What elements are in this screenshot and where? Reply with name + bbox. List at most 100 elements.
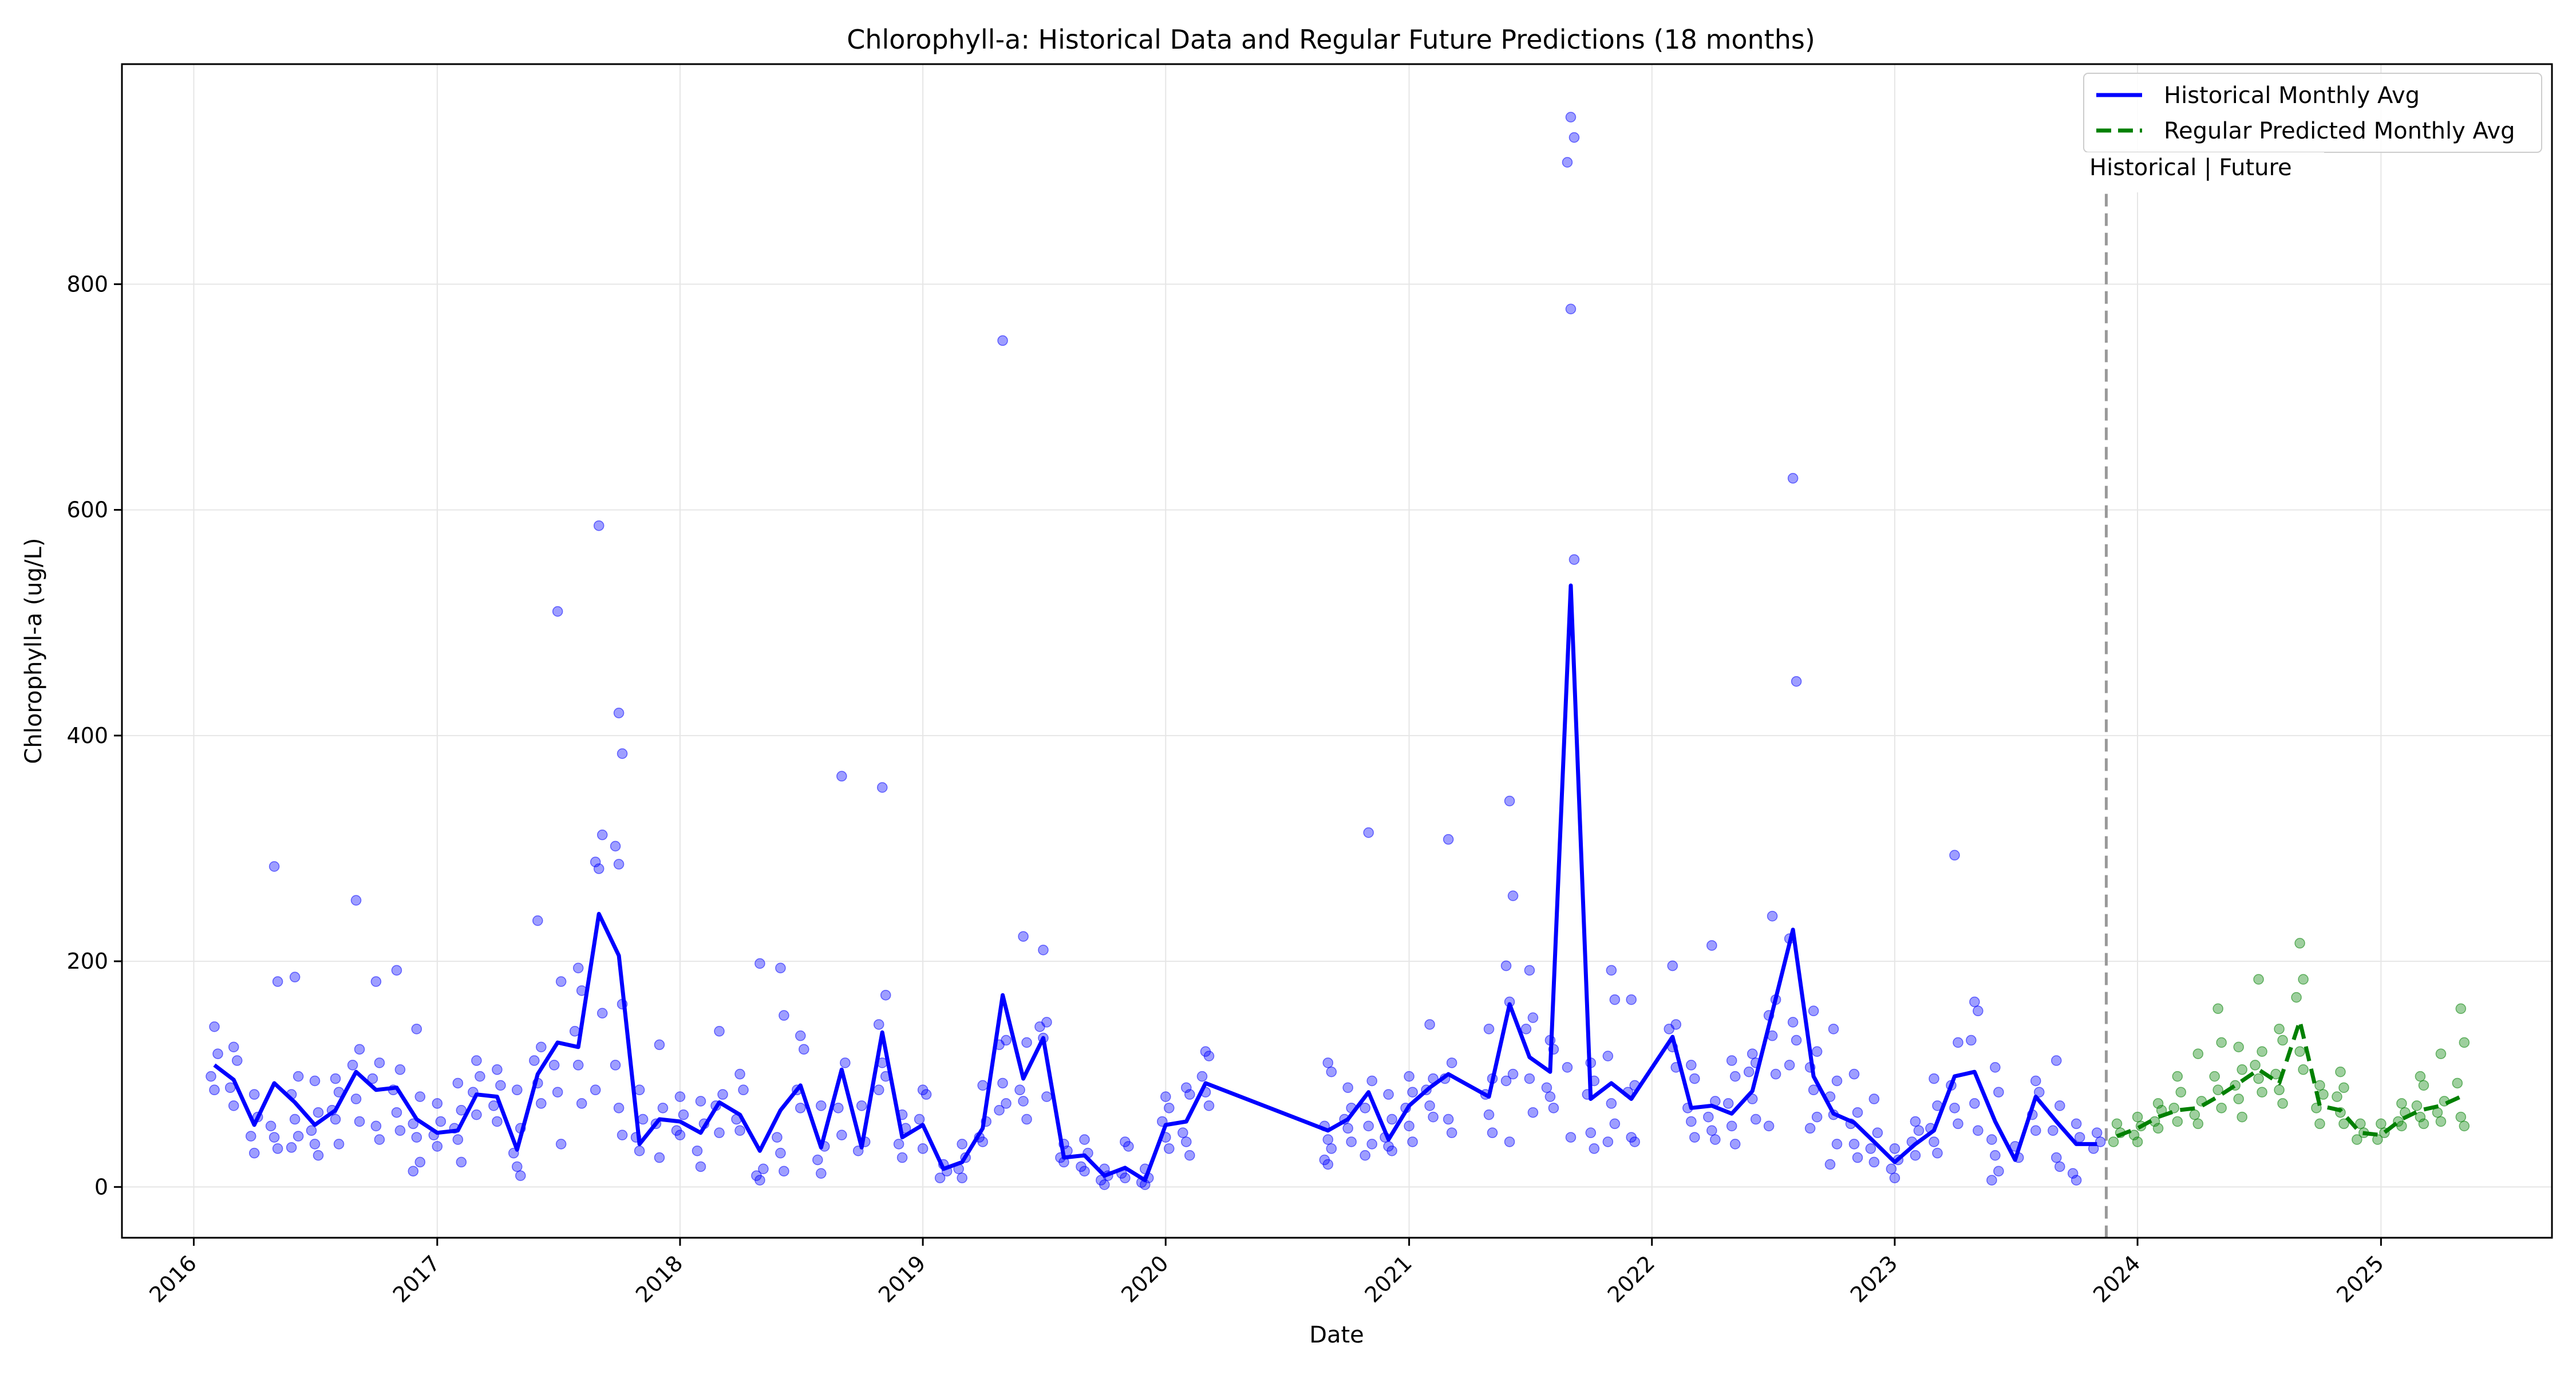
scatter-point bbox=[411, 1024, 422, 1035]
scatter-point bbox=[2277, 1035, 2288, 1046]
scatter-point bbox=[1726, 1120, 1737, 1132]
scatter-point bbox=[1487, 1127, 1498, 1138]
scatter-point bbox=[1366, 1139, 1377, 1150]
scatter-point bbox=[2352, 1134, 2362, 1145]
scatter-point bbox=[1993, 1166, 2004, 1176]
scatter-point bbox=[354, 1116, 365, 1127]
scatter-point bbox=[2376, 1118, 2387, 1130]
scatter-point bbox=[391, 1107, 402, 1118]
scatter-point bbox=[2418, 1080, 2429, 1091]
scatter-point bbox=[1123, 1141, 1134, 1152]
scatter-point bbox=[313, 1150, 324, 1161]
scatter-point bbox=[2332, 1091, 2342, 1102]
scatter-point bbox=[1990, 1062, 2001, 1073]
scatter-point bbox=[2095, 1136, 2106, 1147]
scatter-point bbox=[1360, 1150, 1370, 1161]
scatter-point bbox=[1990, 1150, 2001, 1161]
scatter-point bbox=[1018, 931, 1029, 942]
scatter-point bbox=[590, 1084, 601, 1096]
scatter-point bbox=[2355, 1118, 2366, 1130]
scatter-point bbox=[456, 1156, 467, 1168]
scatter-point bbox=[1446, 1057, 1457, 1068]
scatter-point bbox=[313, 1107, 324, 1118]
scatter-point bbox=[2108, 1136, 2119, 1147]
scatter-point bbox=[1527, 1107, 1539, 1118]
scatter-point bbox=[435, 1116, 447, 1127]
scatter-point bbox=[617, 748, 628, 759]
scatter-point bbox=[1383, 1089, 1394, 1100]
scatter-point bbox=[488, 1100, 499, 1111]
scatter-point bbox=[2435, 1116, 2447, 1127]
scatter-point bbox=[2051, 1055, 2062, 1066]
scatter-point bbox=[1848, 1068, 1860, 1080]
scatter-point bbox=[394, 1125, 406, 1136]
scatter-point bbox=[596, 1008, 608, 1018]
scatter-point bbox=[1852, 1107, 1863, 1118]
y-axis: 0 200 400 600 800 bbox=[66, 271, 122, 1199]
scatter-point bbox=[1910, 1116, 1921, 1127]
scatter-point bbox=[977, 1136, 988, 1147]
scatter-point bbox=[1609, 994, 1621, 1005]
scatter-point bbox=[552, 606, 563, 617]
scatter-point bbox=[2253, 1073, 2264, 1084]
y-tick-label: 200 bbox=[66, 949, 108, 974]
scatter-point bbox=[1626, 994, 1637, 1005]
scatter-point bbox=[934, 1172, 946, 1183]
scatter-point bbox=[2452, 1077, 2463, 1089]
scatter-point bbox=[1407, 1136, 1418, 1147]
scatter-point bbox=[2030, 1125, 2041, 1136]
scatter-point bbox=[593, 520, 605, 531]
scatter-point bbox=[610, 1060, 621, 1071]
scatter-point bbox=[1079, 1166, 1090, 1176]
scatter-point bbox=[2051, 1152, 2062, 1163]
scatter-point bbox=[1828, 1024, 1839, 1035]
scatter-point bbox=[1203, 1051, 1215, 1061]
scatter-point bbox=[1428, 1111, 1439, 1123]
scatter-point bbox=[1366, 1075, 1377, 1087]
scatter-point bbox=[734, 1068, 745, 1080]
scatter-point bbox=[1872, 1127, 1883, 1138]
scatter-point bbox=[2335, 1066, 2346, 1077]
scatter-point bbox=[674, 1130, 686, 1140]
scatter-point bbox=[1932, 1147, 1943, 1159]
scatter-point bbox=[1164, 1143, 1175, 1154]
scatter-point bbox=[2396, 1098, 2407, 1109]
scatter-point bbox=[293, 1071, 304, 1082]
scatter-point bbox=[593, 863, 605, 874]
scatter-point bbox=[1099, 1179, 1110, 1190]
split-annotation: Historical | Future bbox=[2089, 155, 2292, 181]
scatter-point bbox=[289, 972, 301, 982]
scatter-point bbox=[1404, 1071, 1415, 1082]
scatter-point bbox=[654, 1039, 665, 1051]
y-tick-label: 600 bbox=[66, 498, 108, 523]
scatter-point bbox=[475, 1071, 485, 1082]
y-axis-label: Chlorophyll-a (ug/L) bbox=[21, 538, 47, 764]
scatter-point bbox=[1889, 1143, 1901, 1154]
scatter-point bbox=[1322, 1159, 1334, 1170]
scatter-point bbox=[692, 1145, 703, 1156]
scatter-point bbox=[1363, 1120, 1374, 1132]
legend: Historical Monthly Avg Regular Predicted… bbox=[2083, 73, 2542, 153]
scatter-point bbox=[532, 915, 543, 926]
scatter-point bbox=[1868, 1093, 1880, 1104]
scatter-point bbox=[367, 1073, 378, 1084]
scatter-point bbox=[212, 1048, 223, 1059]
scatter-point bbox=[1889, 1172, 1901, 1183]
scatter-point bbox=[2459, 1120, 2470, 1132]
scatter-point bbox=[1804, 1123, 1816, 1134]
scatter-point bbox=[1196, 1071, 1208, 1082]
scatter-point bbox=[2253, 974, 2264, 985]
scatter-point bbox=[1953, 1118, 1963, 1130]
scatter-point bbox=[836, 1130, 847, 1140]
scatter-point bbox=[2237, 1064, 2247, 1075]
scatter-point bbox=[1038, 945, 1049, 956]
scatter-point bbox=[2071, 1175, 2082, 1186]
scatter-point bbox=[2237, 1111, 2247, 1123]
scatter-point bbox=[2338, 1118, 2349, 1130]
scatter-point bbox=[354, 1044, 365, 1055]
scatter-point bbox=[1808, 1084, 1819, 1096]
scatter-point bbox=[674, 1091, 686, 1102]
scatter-point bbox=[1993, 1087, 2004, 1097]
